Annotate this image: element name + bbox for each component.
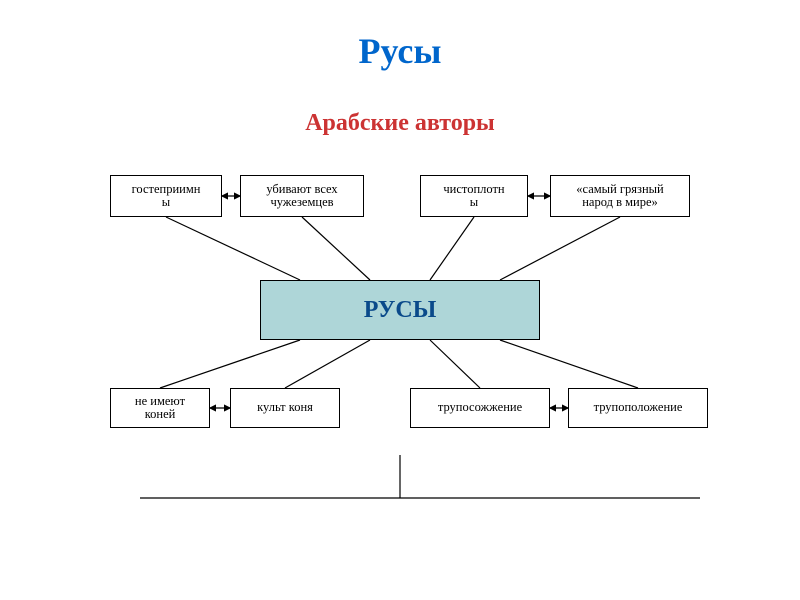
node-label: «самый грязный народ в мире» bbox=[576, 183, 663, 209]
center-node: РУСЫ bbox=[260, 280, 540, 340]
node-label: трупоположение bbox=[594, 401, 683, 414]
bottom-node-b1: не имеют коней bbox=[110, 388, 210, 428]
node-label: культ коня bbox=[257, 401, 313, 414]
center-node-label: РУСЫ bbox=[364, 297, 437, 324]
top-node-t4: «самый грязный народ в мире» bbox=[550, 175, 690, 217]
bottom-node-b2: культ коня bbox=[230, 388, 340, 428]
bottom-node-b4: трупоположение bbox=[568, 388, 708, 428]
top-node-t2: убивают всех чужеземцев bbox=[240, 175, 364, 217]
bottom-node-b3: трупосожжение bbox=[410, 388, 550, 428]
node-label: трупосожжение bbox=[438, 401, 522, 414]
node-label: гостеприимн ы bbox=[132, 183, 201, 209]
page-title: Русы bbox=[0, 30, 800, 72]
node-label: убивают всех чужеземцев bbox=[266, 183, 337, 209]
node-label: не имеют коней bbox=[135, 395, 185, 421]
top-node-t3: чистоплотн ы bbox=[420, 175, 528, 217]
top-node-t1: гостеприимн ы bbox=[110, 175, 222, 217]
page-subtitle: Арабские авторы bbox=[0, 110, 800, 137]
node-label: чистоплотн ы bbox=[443, 183, 504, 209]
